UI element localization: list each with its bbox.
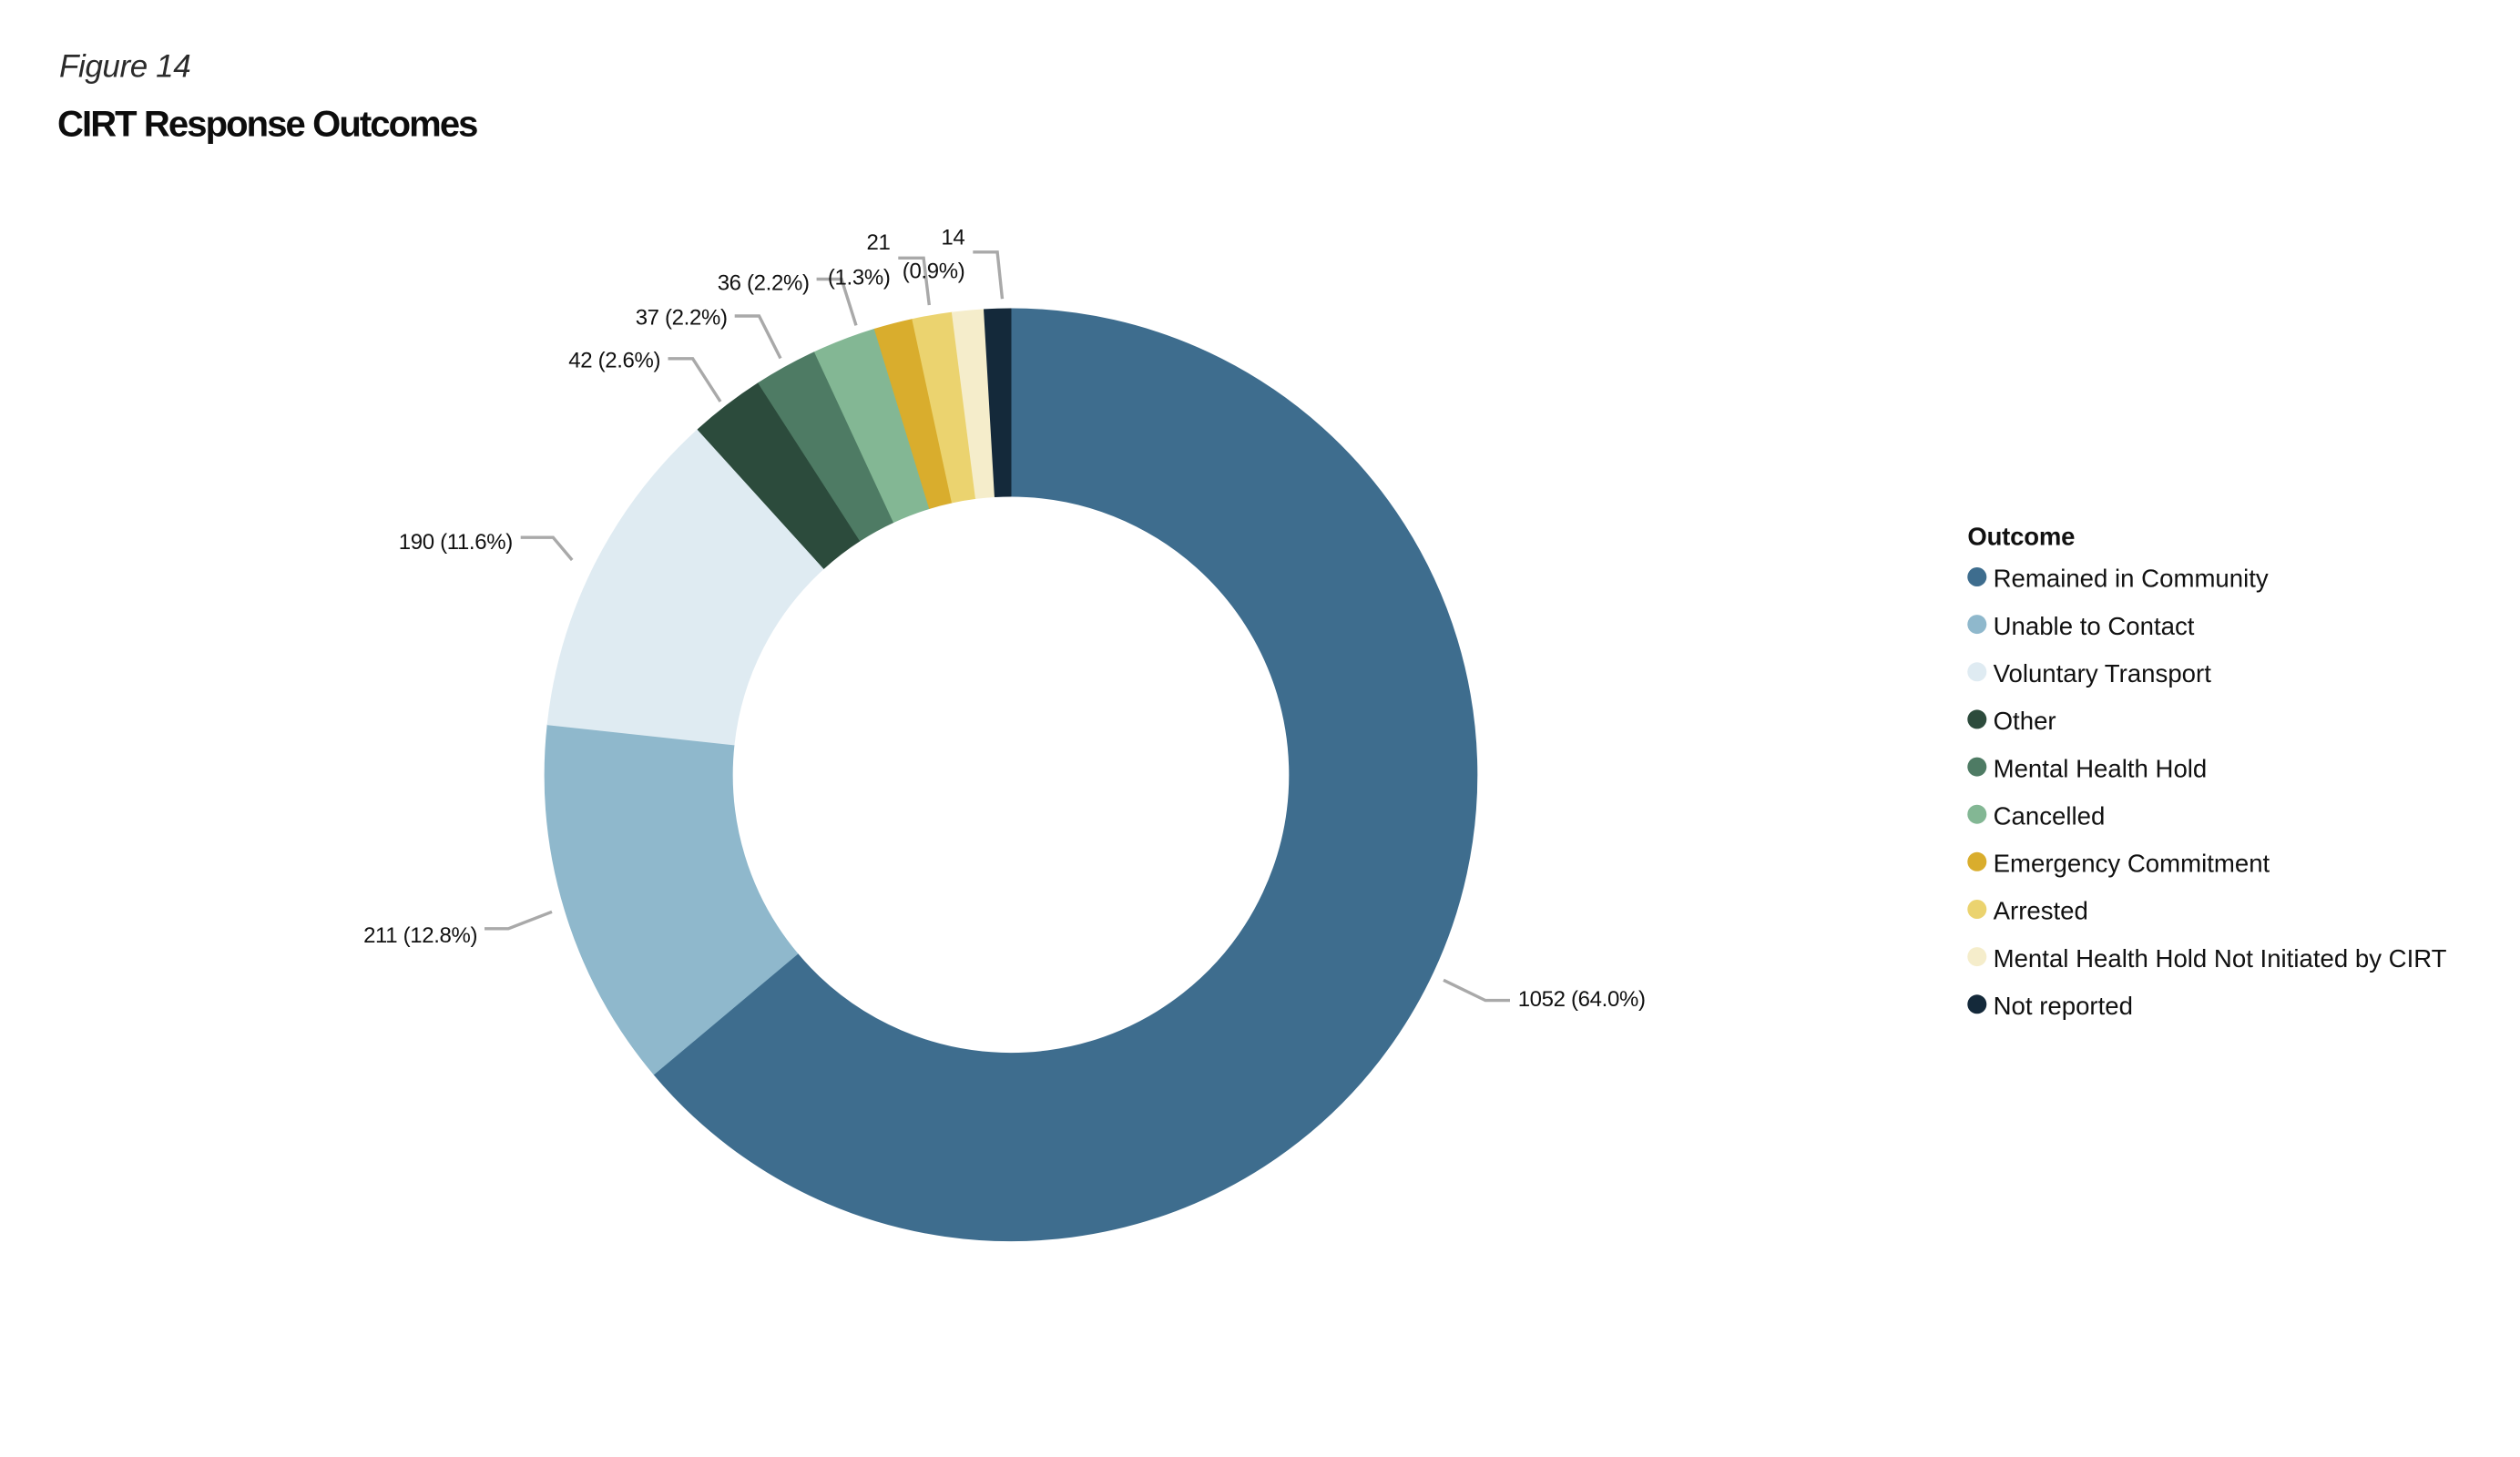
svg-text:21: 21 bbox=[867, 230, 891, 255]
svg-text:CIRT Response Outcomes: CIRT Response Outcomes bbox=[57, 104, 477, 144]
svg-text:Figure 14: Figure 14 bbox=[59, 49, 190, 85]
svg-text:42 (2.6%): 42 (2.6%) bbox=[568, 348, 660, 372]
svg-text:190 (11.6%): 190 (11.6%) bbox=[399, 530, 513, 555]
svg-text:Mental Health Hold Not Initiat: Mental Health Hold Not Initiated by CIRT bbox=[1994, 944, 2447, 973]
svg-text:(0.9%): (0.9%) bbox=[903, 260, 965, 284]
svg-text:14: 14 bbox=[941, 226, 964, 250]
svg-text:211 (12.8%): 211 (12.8%) bbox=[363, 923, 477, 948]
svg-text:37 (2.2%): 37 (2.2%) bbox=[636, 306, 728, 331]
svg-text:Arrested: Arrested bbox=[1994, 897, 2088, 925]
svg-text:Mental Health Hold: Mental Health Hold bbox=[1994, 754, 2208, 782]
svg-text:Cancelled: Cancelled bbox=[1994, 801, 2106, 830]
svg-text:1052 (64.0%): 1052 (64.0%) bbox=[1518, 987, 1646, 1012]
svg-text:Other: Other bbox=[1994, 707, 2056, 735]
svg-text:Voluntary Transport: Voluntary Transport bbox=[1994, 659, 2212, 688]
svg-text:Remained in Community: Remained in Community bbox=[1994, 565, 2269, 593]
svg-text:Outcome: Outcome bbox=[1967, 523, 2075, 551]
svg-text:Not reported: Not reported bbox=[1994, 992, 2133, 1020]
svg-text:(1.3%): (1.3%) bbox=[828, 266, 891, 290]
svg-text:36 (2.2%): 36 (2.2%) bbox=[718, 271, 810, 296]
svg-text:Emergency Commitment: Emergency Commitment bbox=[1994, 850, 2270, 878]
svg-text:Unable to Contact: Unable to Contact bbox=[1994, 612, 2195, 640]
